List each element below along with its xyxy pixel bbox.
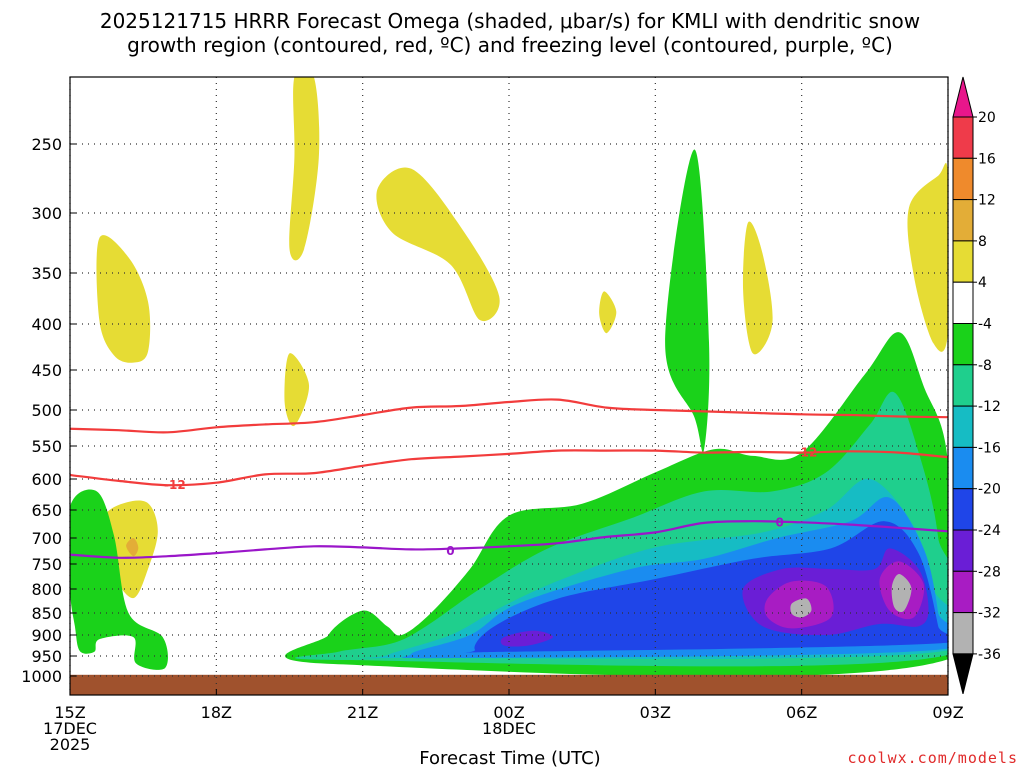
colorbar-bin-12 bbox=[952, 612, 974, 655]
omega-region-20 bbox=[790, 598, 812, 618]
x-tick-label: 18DEC bbox=[482, 719, 536, 738]
x-tick-label: 15Z bbox=[54, 703, 85, 722]
colorbar-bin-0 bbox=[952, 116, 974, 159]
colorbar-top-arrow bbox=[952, 76, 974, 118]
colorbar-label: -8 bbox=[978, 358, 992, 374]
colorbar-label: -36 bbox=[978, 647, 1001, 663]
colorbar-bin-9 bbox=[952, 488, 974, 531]
colorbar-label: -12 bbox=[978, 399, 1001, 415]
colorbar-label: 8 bbox=[978, 234, 987, 250]
contour-line-0 bbox=[69, 398, 949, 434]
omega-region-17 bbox=[500, 630, 553, 647]
omega-region-10 bbox=[70, 489, 168, 670]
y-tick-label: 750 bbox=[31, 555, 62, 574]
x-tick-label: 2025 bbox=[50, 735, 91, 754]
omega-region-2 bbox=[96, 235, 151, 363]
y-tick-label: 250 bbox=[31, 135, 62, 154]
y-tick-label: 500 bbox=[31, 401, 62, 420]
omega-region-21 bbox=[891, 573, 912, 613]
x-tick-label: 17DEC bbox=[43, 719, 97, 738]
colorbar-bin-3 bbox=[952, 240, 974, 283]
y-tick-label: 800 bbox=[31, 580, 62, 599]
contour-label-2-1: 0 bbox=[776, 515, 784, 529]
x-axis-label: Forecast Time (UTC) bbox=[419, 748, 600, 768]
y-tick-label: 950 bbox=[31, 647, 62, 666]
y-tick-label: 400 bbox=[31, 315, 62, 334]
chart-title-line-2: growth region (contoured, red, ºC) and f… bbox=[127, 33, 893, 57]
omega-region-9 bbox=[665, 149, 710, 453]
y-tick-label: 450 bbox=[31, 361, 62, 380]
omega-region-5 bbox=[742, 221, 773, 355]
colorbar-label: -24 bbox=[978, 523, 1001, 539]
contour-label-1-1: -12 bbox=[796, 446, 818, 460]
colorbar-label: -4 bbox=[978, 317, 992, 333]
x-tick-label: 03Z bbox=[640, 703, 671, 722]
omega-region-0 bbox=[289, 77, 320, 261]
y-tick-label: 350 bbox=[31, 264, 62, 283]
colorbar-bin-11 bbox=[952, 570, 974, 614]
colorbar-label: 16 bbox=[978, 151, 996, 167]
colorbar-label: -20 bbox=[978, 482, 1001, 498]
colorbar-bin-5 bbox=[952, 323, 974, 366]
contour-label-1-0: -12 bbox=[164, 478, 186, 492]
x-tick-label: 18Z bbox=[201, 703, 232, 722]
x-tick-label: 21Z bbox=[347, 703, 378, 722]
x-tick-label: 09Z bbox=[932, 703, 963, 722]
y-tick-label: 900 bbox=[31, 626, 62, 645]
x-tick-label: 06Z bbox=[786, 703, 817, 722]
colorbar-bottom-arrow bbox=[952, 653, 974, 695]
contour-label-2-0: 0 bbox=[446, 544, 454, 558]
colorbar-bin-4 bbox=[952, 281, 974, 325]
chart-title-line-1: 2025121715 HRRR Forecast Omega (shaded, … bbox=[100, 9, 920, 33]
colorbar-label: -28 bbox=[978, 564, 1001, 580]
y-tick-label: 550 bbox=[31, 437, 62, 456]
y-tick-label: 850 bbox=[31, 604, 62, 623]
colorbar-bin-6 bbox=[952, 364, 974, 407]
y-tick-label: 1000 bbox=[21, 667, 62, 686]
colorbar-label: 20 bbox=[978, 110, 996, 126]
y-tick-label: 650 bbox=[31, 501, 62, 520]
omega-region-8 bbox=[126, 537, 139, 557]
omega-region-6 bbox=[907, 162, 948, 352]
x-tick-label: 00Z bbox=[493, 703, 524, 722]
omega-region-3 bbox=[284, 353, 310, 427]
y-tick-label: 700 bbox=[31, 529, 62, 548]
colorbar-bin-8 bbox=[952, 446, 974, 490]
omega-colorbar: 20 16 12 8 4 -4 -8 -12 -16 -20 -24 -28 -32 -36 bbox=[952, 76, 1001, 695]
colorbar-bin-1 bbox=[952, 157, 974, 201]
colorbar-label: -16 bbox=[978, 440, 1001, 456]
colorbar-label: 12 bbox=[978, 193, 996, 209]
colorbar-bin-2 bbox=[952, 199, 974, 242]
y-axis-ticks: 250 300 350 400 450 500 550 600 650 700 750 800 850 9… bbox=[21, 135, 76, 686]
contour-line-2 bbox=[69, 520, 949, 559]
omega-shading-layer bbox=[70, 77, 948, 677]
colorbar-bin-10 bbox=[952, 529, 974, 572]
ground-surface bbox=[70, 674, 948, 695]
omega-region-1 bbox=[376, 167, 500, 322]
site-credit: coolwx.com/models bbox=[847, 749, 1018, 767]
y-tick-label: 600 bbox=[31, 470, 62, 489]
contour-layer: -12 -12 0 0 bbox=[69, 398, 949, 559]
contour-line-1 bbox=[69, 449, 949, 487]
colorbar-bin-7 bbox=[952, 405, 974, 448]
colorbar-label: 4 bbox=[978, 275, 987, 291]
omega-region-4 bbox=[599, 291, 617, 334]
colorbar-label: -32 bbox=[978, 606, 1001, 622]
y-tick-label: 300 bbox=[31, 204, 62, 223]
